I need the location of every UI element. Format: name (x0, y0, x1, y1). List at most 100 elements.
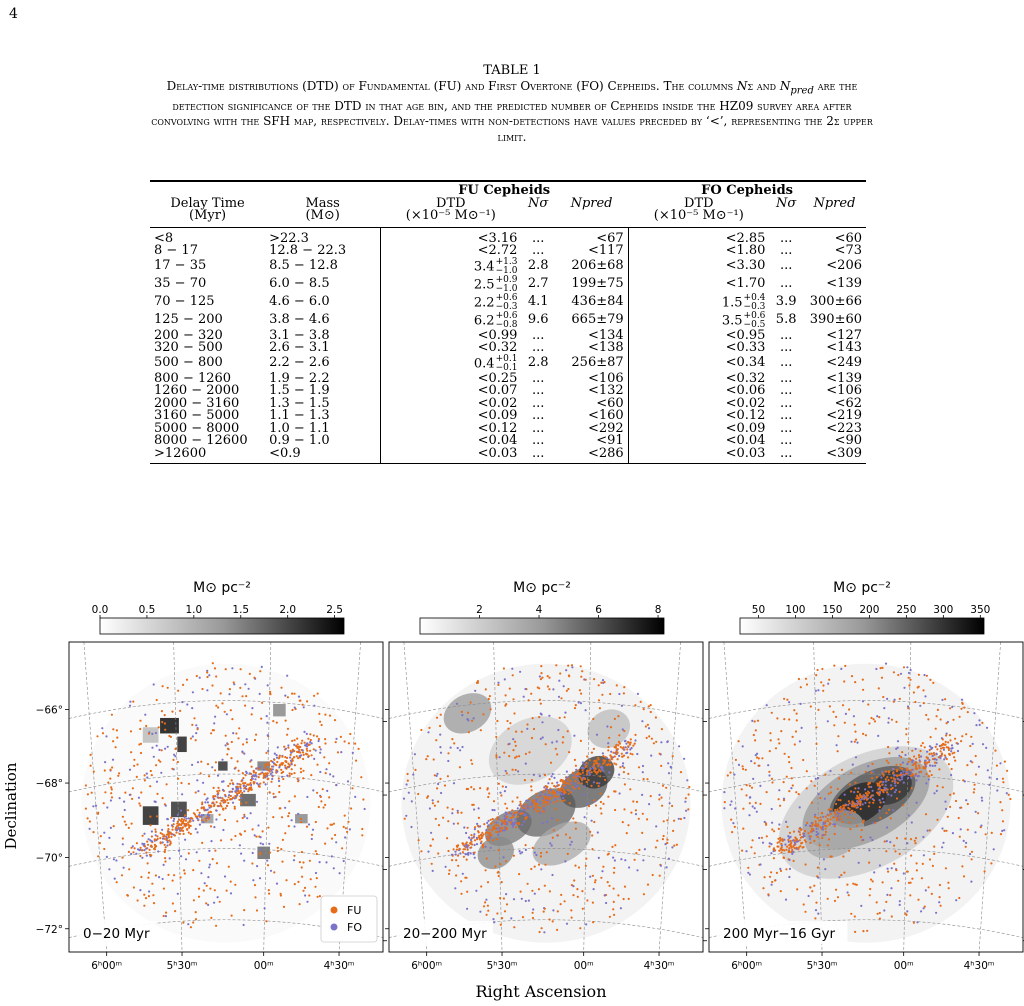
fo-cepheid-point (618, 773, 621, 776)
fo-cepheid-point (225, 713, 228, 716)
fo-cepheid-point (941, 846, 944, 849)
fu-cepheid-point (818, 844, 821, 847)
fo-cepheid-point (206, 689, 209, 692)
fu-cepheid-point (961, 702, 964, 705)
fu-cepheid-point (570, 664, 574, 667)
fo-cepheid-point (519, 670, 522, 673)
fo-cepheid-point (551, 741, 554, 744)
fu-cepheid-point (227, 784, 230, 788)
fu-cepheid-point (910, 787, 913, 790)
fu-cepheid-point (798, 827, 801, 830)
dec-tick-label: −70° (36, 852, 63, 864)
fu-cepheid-point (672, 829, 675, 832)
fu-cepheid-point (133, 764, 136, 767)
fo-cepheid-point (1001, 829, 1004, 832)
fu-cepheid-point (201, 841, 204, 844)
fo-cepheid-point (846, 891, 849, 894)
fu-cepheid-point (765, 835, 768, 838)
fo-dtd-cell: <0.32 (725, 370, 766, 386)
fu-cepheid-point (854, 883, 857, 886)
fu-cepheid-point (567, 687, 570, 691)
fu-dtd-cell: <0.07 (477, 383, 518, 398)
fu-cepheid-point (143, 774, 146, 777)
fu-cepheid-point (204, 817, 207, 820)
ra-grid-line (723, 642, 747, 952)
fu-cepheid-point (221, 797, 224, 800)
fo-cepheid-point (92, 805, 95, 808)
x-axis-label: Right Ascension (476, 982, 607, 1001)
fu-cepheid-point (286, 765, 289, 769)
fu-cepheid-point (183, 869, 186, 872)
fu-cepheid-point (318, 895, 321, 898)
fu-cepheid-point (486, 904, 489, 907)
fu-dtd-cell: <0.32 (477, 340, 518, 355)
fo-cepheid-point (559, 790, 562, 794)
fu-cepheid-point (881, 772, 884, 775)
fu-cepheid-point (513, 712, 516, 715)
fo-cepheid-point (905, 770, 908, 774)
fu-cepheid-point (514, 744, 517, 747)
fu-cepheid-point (541, 799, 545, 802)
fu-cepheid-point (217, 796, 220, 799)
fu-cepheid-point (884, 778, 887, 781)
fu-cepheid-point (442, 816, 445, 819)
fu-cepheid-point (253, 781, 256, 784)
fo-cepheid-point (988, 776, 991, 779)
fu-cepheid-point (216, 804, 219, 808)
fu-nsigma-cell: 2.8 (527, 355, 549, 371)
fo-cepheid-point (558, 679, 561, 682)
fu-cepheid-point (814, 820, 817, 823)
fo-cepheid-point (170, 824, 173, 827)
ra-grid-line (83, 642, 107, 952)
fu-cepheid-point (140, 791, 143, 794)
fu-cepheid-point (608, 759, 611, 762)
fo-cepheid-point (292, 859, 296, 862)
fu-cepheid-point (500, 881, 503, 884)
fu-cepheid-point (460, 880, 463, 883)
fu-cepheid-point (604, 759, 607, 762)
fu-cepheid-point (97, 811, 100, 814)
fu-cepheid-point (936, 818, 939, 821)
fo-cepheid-point (565, 776, 568, 779)
fu-cepheid-point (558, 716, 561, 719)
fu-cepheid-point (143, 779, 146, 782)
fu-cepheid-point (334, 741, 337, 744)
fu-cepheid-point (560, 778, 563, 781)
fu-cepheid-point (913, 839, 916, 842)
fu-cepheid-point (574, 821, 577, 824)
fu-cepheid-point (688, 785, 691, 789)
fu-cepheid-point (556, 910, 559, 913)
fo-cepheid-point (451, 812, 454, 815)
fo-cepheid-point (275, 754, 278, 757)
fo-cepheid-point (197, 790, 200, 793)
fu-cepheid-point (637, 766, 641, 769)
fu-cepheid-point (599, 792, 602, 795)
fu-cepheid-point (912, 691, 916, 694)
fo-cepheid-point (871, 798, 874, 801)
fu-cepheid-point (885, 770, 888, 773)
fo-cepheid-point (459, 852, 462, 855)
fu-cepheid-point (934, 745, 937, 748)
fu-cepheid-point (514, 740, 517, 743)
fu-cepheid-point (280, 848, 283, 851)
fu-cepheid-point (627, 740, 630, 744)
fu-cepheid-point (622, 754, 626, 757)
fu-cepheid-point (281, 838, 284, 841)
fu-cepheid-point (136, 899, 139, 902)
fu-cepheid-point (315, 852, 318, 856)
fo-cepheid-point (985, 746, 988, 749)
fo-cepheid-point (978, 723, 981, 726)
fo-cepheid-point (564, 786, 567, 789)
fu-cepheid-point (885, 850, 888, 853)
fu-cepheid-point (754, 729, 757, 732)
fo-cepheid-point (344, 836, 347, 839)
fu-cepheid-point (934, 761, 937, 764)
fu-cepheid-point (591, 834, 594, 837)
fo-cepheid-point (155, 744, 158, 747)
fu-cepheid-point (961, 865, 964, 868)
fu-cepheid-point (556, 753, 559, 756)
fu-cepheid-point (781, 839, 784, 842)
fu-cepheid-point (793, 709, 796, 712)
fu-nsigma-cell: ... (531, 340, 545, 355)
fu-cepheid-point (999, 833, 1003, 836)
